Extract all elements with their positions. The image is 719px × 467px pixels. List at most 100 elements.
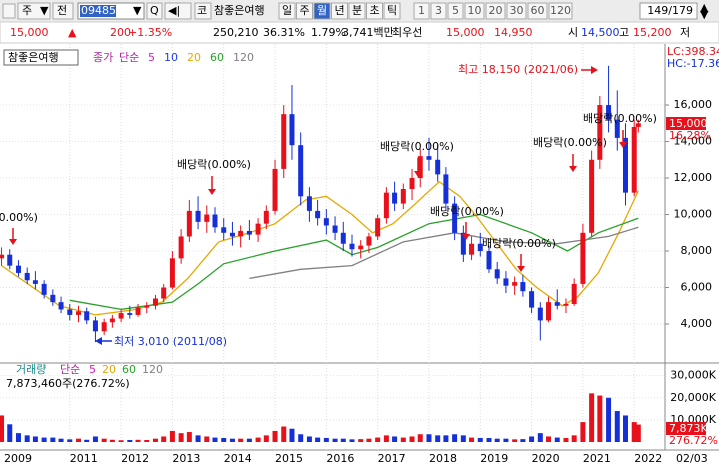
volume-bar (263, 435, 269, 442)
prefix-button[interactable] (194, 2, 212, 20)
candle-body (298, 145, 304, 197)
candle-body (212, 214, 218, 228)
search-icon[interactable]: Q (150, 4, 159, 17)
volume-bar (101, 438, 107, 442)
quote-low-label: 저 (680, 26, 690, 39)
spin-up[interactable]: ▲ (700, 1, 709, 14)
period-label[interactable]: 틱 (387, 4, 397, 17)
volume-bar (161, 436, 167, 442)
period-label[interactable]: 일 (282, 3, 292, 17)
volume-bar (400, 437, 406, 442)
x-tick-label: 2011 (70, 452, 98, 465)
dividend-annotation: 배당락(0.00%) (533, 136, 607, 149)
prefix[interactable]: 코 (197, 4, 207, 17)
interval-label[interactable]: 20 (489, 4, 503, 17)
quote-turnover: 36.31% (263, 26, 305, 39)
volume-bar (169, 430, 175, 442)
interval-button[interactable] (527, 2, 548, 20)
volume-bar (135, 439, 141, 442)
search-button[interactable] (146, 2, 163, 20)
chart-area (0, 44, 719, 467)
annotation-arrowhead (619, 142, 627, 148)
mode[interactable]: 전 (57, 4, 67, 17)
volume-bar (32, 436, 38, 442)
interval-button[interactable] (548, 2, 573, 20)
spin-down[interactable]: ▼ (700, 8, 709, 21)
interval-label[interactable]: 30 (510, 4, 524, 17)
dropdown[interactable]: ▼ (133, 4, 142, 17)
market-select[interactable] (17, 2, 51, 20)
interval-button[interactable] (464, 2, 485, 20)
candle-body (272, 168, 278, 211)
candle-body (529, 291, 535, 308)
menu-icon[interactable] (2, 3, 16, 19)
interval-button[interactable] (506, 2, 527, 20)
volume-last-label: 7,873,460주(276.72%) (6, 377, 130, 390)
quote-amount: 3,741백만 (342, 26, 394, 39)
interval-label[interactable]: 60 (531, 4, 545, 17)
period-button[interactable] (348, 2, 366, 20)
volume-bar (589, 393, 595, 442)
dividend-annotation: 배당락(0.00%) (177, 158, 251, 171)
volume-bar (520, 439, 526, 442)
market[interactable]: 주 (22, 4, 32, 17)
volume-legend-label: 거래량 (16, 363, 46, 376)
volume-bar (15, 433, 21, 442)
interval-label[interactable]: 5 (452, 4, 459, 17)
dropdown[interactable]: ▼ (40, 4, 49, 17)
sound-button[interactable] (164, 2, 192, 20)
period-button[interactable] (296, 2, 313, 20)
candle-body (417, 156, 423, 179)
candle-body (486, 251, 492, 270)
dividend-annotation: 배당락(0.00%) (0, 211, 38, 224)
code-selection (80, 5, 116, 17)
period-label[interactable]: 주 (299, 4, 309, 17)
candle-body (358, 245, 364, 250)
interval-button[interactable] (413, 2, 430, 20)
interval-label[interactable]: 120 (550, 4, 571, 17)
period-label[interactable]: 년 (334, 4, 344, 17)
volume-bar (409, 436, 415, 442)
sound-icon[interactable]: ◀| (168, 4, 180, 17)
mode-button[interactable] (52, 2, 74, 20)
annotation-arrowhead (9, 239, 17, 245)
legend-price-label: 종가 (93, 51, 113, 64)
candle-body (76, 311, 82, 315)
interval-button[interactable] (430, 2, 447, 20)
interval-button[interactable] (485, 2, 506, 20)
interval-label[interactable]: 3 (435, 4, 442, 17)
candle-body (375, 218, 381, 237)
volume-bar (204, 436, 210, 442)
period-button[interactable] (383, 2, 401, 20)
volume-bar (392, 436, 398, 442)
stock-name: 참좋은여행 (214, 4, 265, 17)
low-annotation: 최저 3,010 (2011/08) (114, 335, 227, 348)
period-button[interactable] (366, 2, 383, 20)
code[interactable]: 094850 (81, 4, 123, 17)
interval-label[interactable]: 10 (468, 4, 482, 17)
period-label[interactable]: 월 (317, 4, 327, 17)
volume-bar (563, 438, 569, 442)
candle-body (571, 283, 577, 304)
volume-bar (614, 411, 620, 442)
candle-body (161, 287, 167, 299)
period-button[interactable] (313, 2, 331, 20)
volume-bar (50, 437, 56, 442)
volume-legend-entry: 5 (89, 363, 96, 376)
interval-label[interactable]: 1 (418, 4, 425, 17)
interval-button[interactable] (447, 2, 464, 20)
period-button[interactable] (278, 2, 296, 20)
volume-bar (315, 437, 321, 442)
candle-body (494, 269, 500, 279)
legend-name-box (3, 49, 79, 66)
period-button[interactable] (331, 2, 348, 20)
volume-bar (118, 440, 124, 442)
dividend-annotation: 배당락(0.00%) (482, 237, 556, 250)
volume-bar (340, 438, 346, 442)
volume-bar (298, 434, 304, 442)
volume-bar (349, 439, 355, 442)
period-label[interactable]: 분 (352, 4, 362, 17)
last-price: 15,000 (669, 117, 708, 130)
period-label[interactable]: 초 (369, 4, 379, 17)
